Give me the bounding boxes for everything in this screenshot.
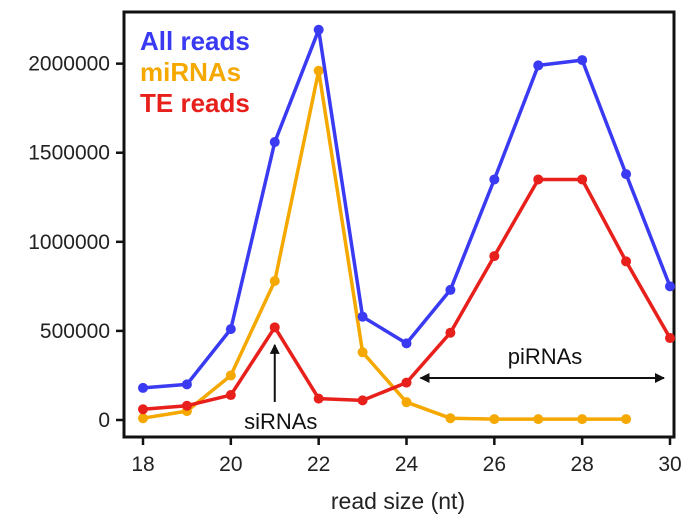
data-point-mirnas	[313, 65, 324, 76]
data-point-te-reads	[665, 333, 675, 344]
data-point-te-reads	[225, 390, 236, 401]
series-line-mirnas	[142, 69, 627, 421]
data-point-mirnas	[489, 414, 500, 425]
data-point-te-reads	[401, 377, 412, 388]
x-tick-label: 24	[395, 453, 419, 476]
legend-label-te-reads: TE reads	[140, 88, 250, 118]
data-point-all-reads	[533, 60, 544, 71]
data-point-te-reads	[489, 251, 500, 262]
data-point-all-reads	[313, 24, 324, 35]
y-tick-label: 1500000	[28, 142, 110, 165]
data-point-mirnas	[533, 414, 544, 425]
data-point-mirnas	[577, 414, 588, 425]
series-line-te-reads	[142, 177, 672, 412]
data-point-te-reads	[357, 395, 368, 406]
data-point-all-reads	[577, 55, 588, 66]
data-point-mirnas	[357, 347, 368, 358]
data-point-mirnas	[621, 414, 632, 425]
data-point-all-reads	[181, 379, 192, 390]
data-point-te-reads	[577, 174, 588, 185]
sirnas-label: siRNAs	[244, 409, 317, 434]
data-point-all-reads	[225, 324, 236, 335]
x-tick-label: 26	[483, 453, 506, 476]
data-point-all-reads	[489, 174, 500, 185]
y-tick-label: 2000000	[28, 53, 110, 76]
data-point-all-reads	[357, 311, 368, 322]
x-tick-label: 22	[307, 453, 330, 476]
y-tick-label: 500000	[40, 320, 110, 343]
data-point-te-reads	[181, 400, 192, 411]
pirnas-label: piRNAs	[508, 344, 583, 369]
legend-label-mirnas: miRNAs	[140, 57, 241, 87]
data-point-all-reads	[138, 382, 148, 393]
data-point-mirnas	[401, 397, 412, 408]
data-point-all-reads	[665, 281, 675, 292]
data-point-te-reads	[313, 393, 324, 404]
x-tick-label: 20	[219, 453, 242, 476]
data-point-all-reads	[445, 284, 456, 295]
y-tick-label: 1000000	[28, 231, 110, 254]
data-point-mirnas	[269, 276, 280, 287]
data-point-all-reads	[269, 137, 280, 148]
data-point-te-reads	[445, 327, 456, 338]
data-point-te-reads	[621, 256, 632, 267]
legend-label-all-reads: All reads	[140, 26, 250, 56]
data-point-all-reads	[621, 169, 632, 180]
x-axis-title: read size (nt)	[331, 488, 465, 514]
x-axis-ticks: 18 20 22 24 26 28 30	[131, 437, 681, 476]
x-tick-label: 28	[570, 453, 593, 476]
data-point-all-reads	[401, 338, 412, 349]
series-layer	[138, 24, 675, 425]
data-point-te-reads	[269, 322, 280, 333]
y-tick-label: 0	[98, 409, 110, 432]
x-tick-label: 30	[658, 453, 681, 476]
data-point-te-reads	[138, 404, 148, 415]
annotation-layer: siRNAs piRNAs	[244, 343, 665, 434]
data-point-mirnas	[138, 413, 148, 424]
plot-frame	[122, 10, 676, 439]
data-point-te-reads	[533, 174, 544, 185]
data-point-mirnas	[445, 413, 456, 424]
data-point-mirnas	[225, 370, 236, 381]
x-tick-label: 18	[131, 453, 154, 476]
y-axis-ticks: 0 500000 1000000 1500000 2000000	[28, 53, 124, 432]
